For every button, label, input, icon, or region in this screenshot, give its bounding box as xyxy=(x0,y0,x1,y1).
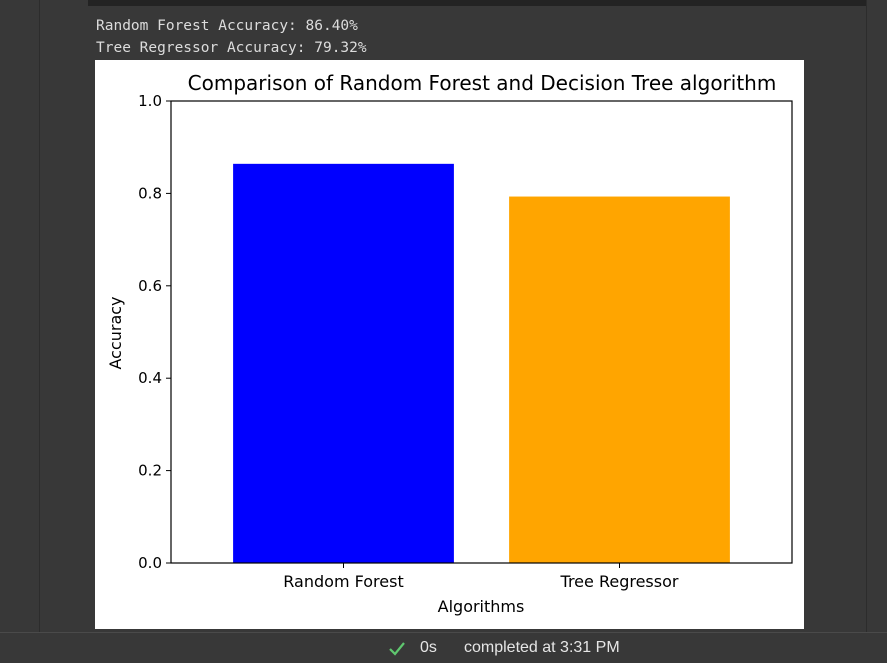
chart-title: Comparison of Random Forest and Decision… xyxy=(188,71,777,95)
bar-random-forest xyxy=(233,163,454,563)
output-line-rf-accuracy: Random Forest Accuracy: 86.40% xyxy=(96,18,358,34)
bar-chart: Comparison of Random Forest and Decision… xyxy=(106,71,793,616)
y-tick-label: 1.0 xyxy=(138,92,162,110)
x-tick-label: Random Forest xyxy=(283,572,403,591)
chart-panel: Comparison of Random Forest and Decision… xyxy=(95,60,804,629)
check-icon xyxy=(389,642,405,656)
scrollbar[interactable] xyxy=(866,0,887,632)
x-tick-label: Tree Regressor xyxy=(560,572,679,591)
cell-tab[interactable] xyxy=(0,0,40,632)
status-bar: 0s completed at 3:31 PM xyxy=(0,632,887,663)
elapsed-time: 0s xyxy=(420,639,437,656)
y-axis-label: Accuracy xyxy=(106,296,125,369)
x-axis-label: Algorithms xyxy=(438,597,525,616)
y-tick-label: 0.8 xyxy=(138,184,162,202)
cell-top-strip xyxy=(88,0,866,6)
bar-tree-regressor xyxy=(509,196,730,563)
completed-status: completed at 3:31 PM xyxy=(464,639,620,656)
y-tick-label: 0.2 xyxy=(138,462,162,480)
y-tick-label: 0.0 xyxy=(138,554,162,572)
plot-frame xyxy=(170,100,793,564)
output-line-tree-accuracy: Tree Regressor Accuracy: 79.32% xyxy=(96,40,367,56)
y-tick-label: 0.4 xyxy=(138,369,162,387)
y-tick-label: 0.6 xyxy=(138,277,162,295)
